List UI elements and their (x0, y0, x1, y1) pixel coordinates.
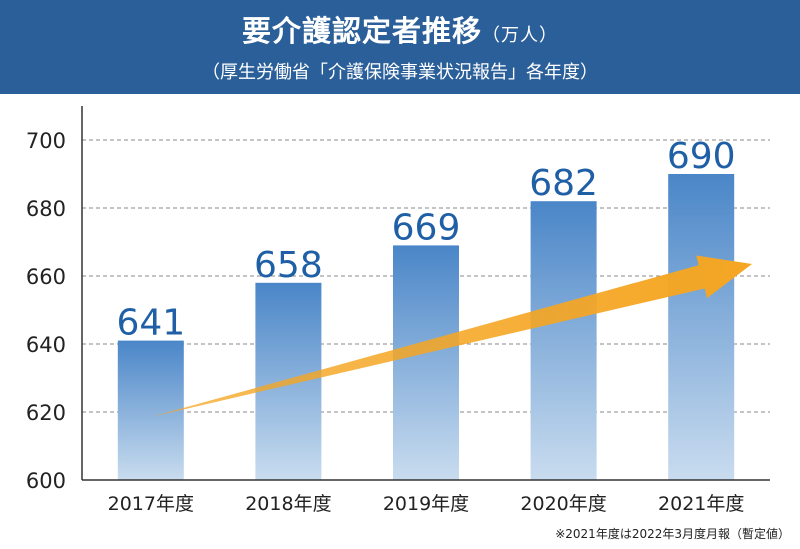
y-tick-label: 680 (26, 197, 66, 221)
y-tick-label: 600 (26, 469, 66, 493)
y-tick-label: 700 (26, 129, 66, 153)
chart-title: 要介護認定者推移（万人） (0, 8, 800, 50)
x-tick-label: 2019年度 (383, 493, 469, 515)
bar (393, 245, 459, 480)
value-labels: 641 658 669 682 690 (116, 136, 735, 344)
bar (117, 340, 184, 480)
value-label: 690 (667, 136, 736, 177)
x-tick-label: 2017年度 (108, 493, 194, 515)
bar (668, 174, 735, 480)
y-tick-label: 640 (26, 333, 66, 357)
chart-subtitle: （厚生労働省「介護保険事業状況報告」各年度） (202, 62, 598, 83)
y-tick-label: 660 (26, 265, 66, 289)
x-tick-label: 2018年度 (245, 493, 331, 515)
chart-title-text: 要介護認定者推移 (241, 14, 482, 48)
trend-arrow (150, 255, 753, 417)
bars (117, 174, 735, 480)
value-label: 669 (392, 207, 461, 248)
footnote: ※2021年度は2022年3月度月報（暫定値） (555, 527, 790, 541)
x-tick-label: 2021年度 (658, 493, 744, 515)
value-label: 682 (529, 163, 598, 204)
value-label: 641 (116, 303, 185, 344)
y-tick-label: 620 (26, 401, 66, 425)
trend-arrow-group (150, 255, 753, 417)
chart-title-unit: （万人） (482, 25, 558, 46)
bar-chart: 641 658 669 682 690 600 620 640 660 680 700 2017年度… (26, 106, 770, 515)
x-tick-label: 2020年度 (520, 493, 606, 515)
axes: 600 620 640 660 680 700 2017年度 2018年度 2019年度 2020… (26, 106, 770, 515)
bar (530, 201, 597, 480)
value-label: 658 (254, 245, 323, 286)
chart-header: 要介護認定者推移（万人） （厚生労働省「介護保険事業状況報告」各年度） (0, 0, 800, 94)
